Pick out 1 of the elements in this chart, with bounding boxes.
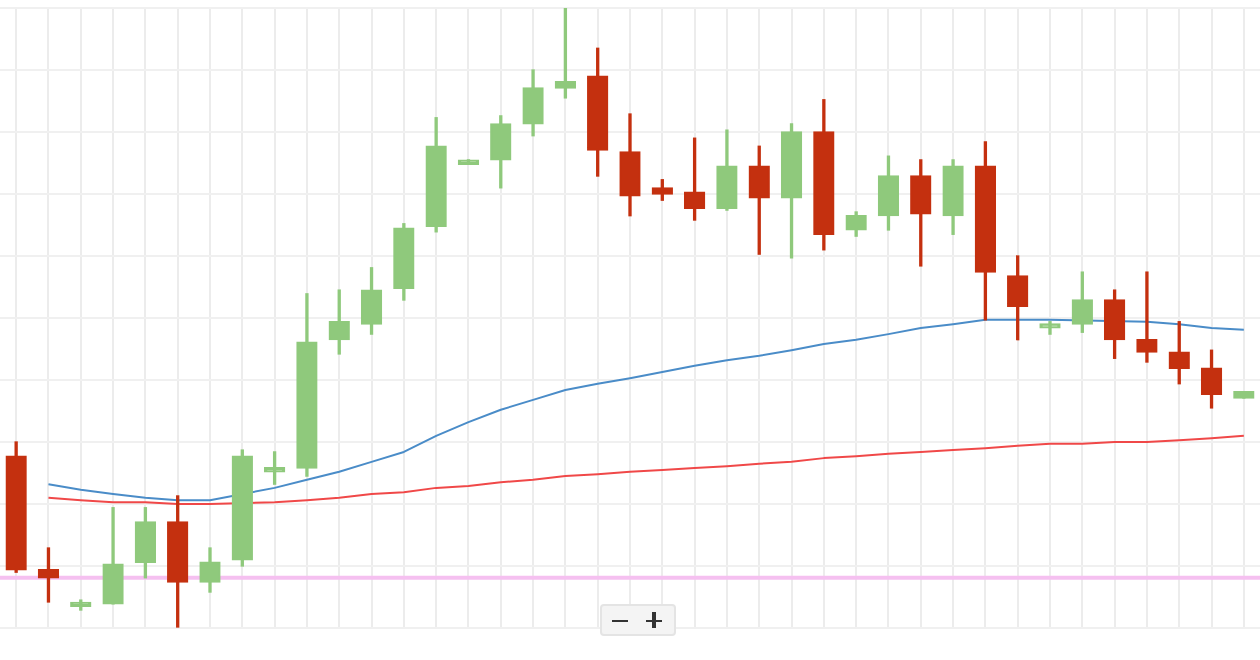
candlestick bbox=[1136, 271, 1158, 363]
